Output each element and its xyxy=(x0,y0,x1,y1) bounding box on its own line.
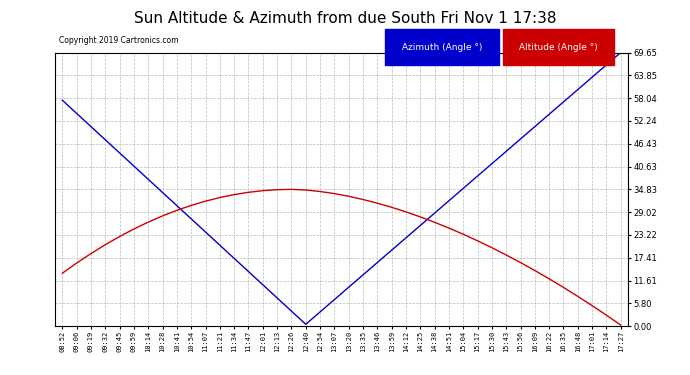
Text: Altitude (Angle °): Altitude (Angle °) xyxy=(516,43,601,52)
Text: Azimuth (Angle °): Azimuth (Angle °) xyxy=(399,43,485,52)
Text: Copyright 2019 Cartronics.com: Copyright 2019 Cartronics.com xyxy=(59,36,178,45)
Text: Sun Altitude & Azimuth from due South Fri Nov 1 17:38: Sun Altitude & Azimuth from due South Fr… xyxy=(134,11,556,26)
